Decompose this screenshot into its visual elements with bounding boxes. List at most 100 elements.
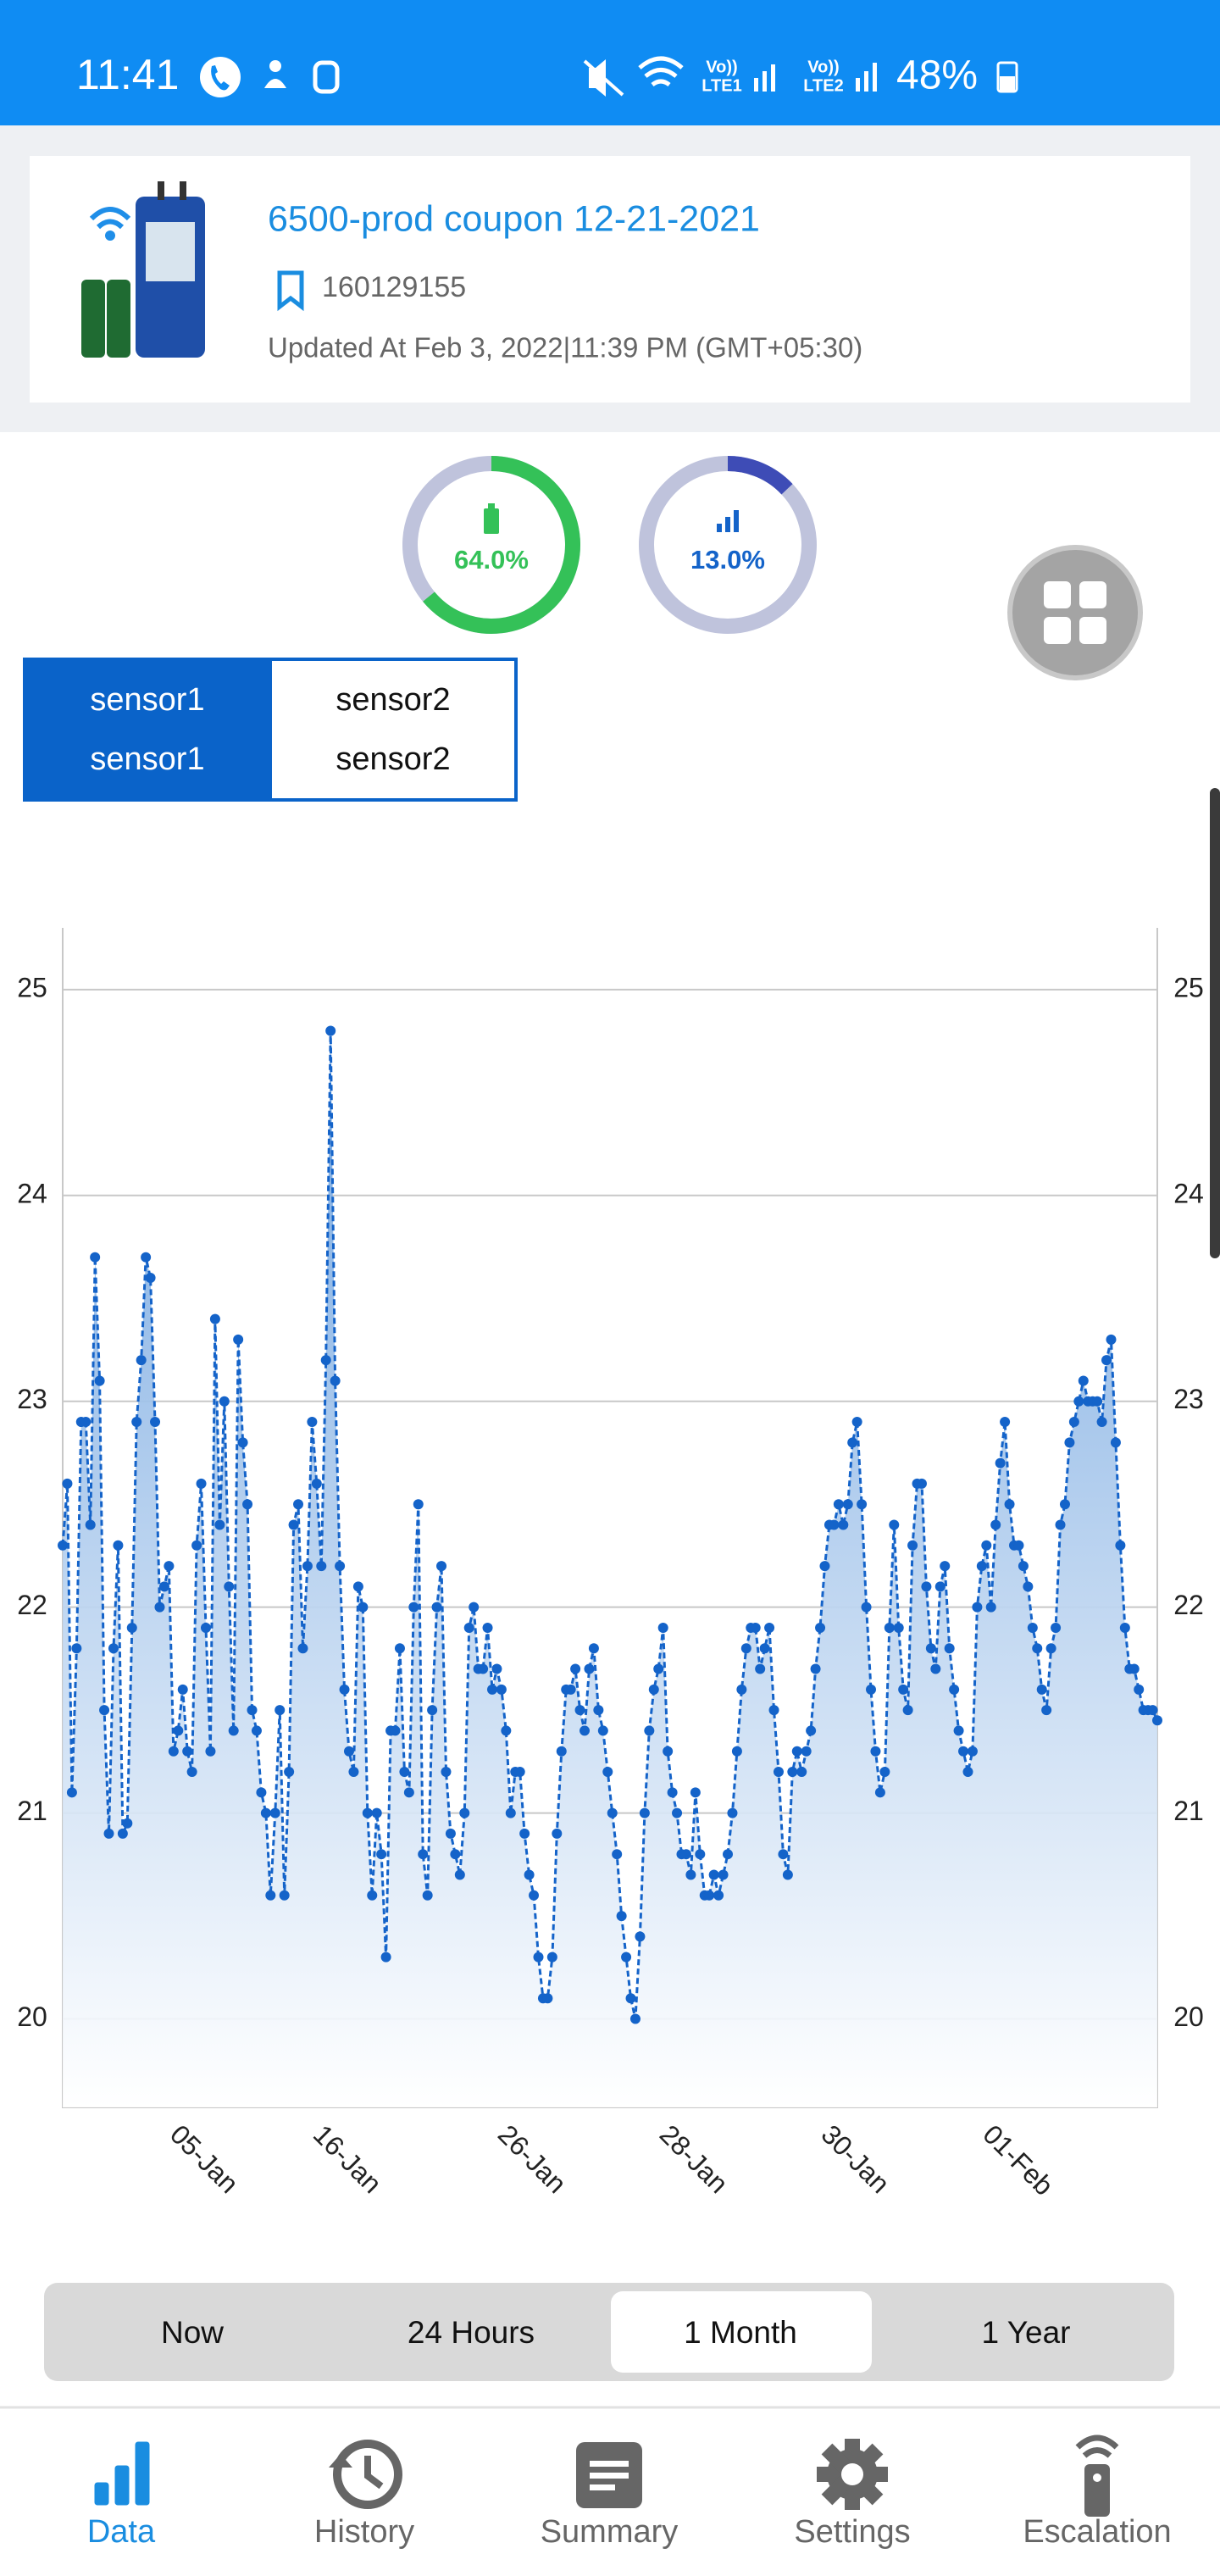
nav-label[interactable]: Data [87,2514,156,2550]
point [1045,1643,1056,1654]
range-options: Now 24 Hours 1 Month 1 Year [161,2291,1070,2373]
sim-top: Vo)) [706,58,737,76]
nav-items: Data History Summary Settings Escalation [87,2514,1172,2550]
gauge-arc [423,456,580,634]
point [1073,1396,1084,1407]
point [635,1931,646,1942]
point [644,1725,655,1736]
point [893,1622,904,1633]
point [879,1767,890,1778]
nav-label[interactable]: Summary [541,2514,679,2550]
y2-tick-label: 24 [1173,1178,1204,1208]
sensor-tab[interactable] [23,658,272,802]
point [1096,1417,1107,1428]
grid-button[interactable] [1007,545,1143,680]
point [1068,1417,1079,1428]
point [343,1746,354,1757]
point [505,1807,516,1818]
point [403,1787,414,1798]
point [866,1684,877,1695]
data-icon [94,2441,150,2506]
point [413,1499,424,1510]
point [542,1993,553,2004]
point [256,1787,267,1798]
point [441,1767,452,1778]
range-selector [44,2283,1174,2381]
range-selected[interactable] [611,2291,872,2373]
point [672,1807,683,1818]
point [861,1602,872,1613]
y-tick-label: 22 [17,1590,47,1620]
point [755,1663,766,1674]
point [90,1252,101,1263]
range-option[interactable]: 1 Month [684,2315,797,2350]
status-bar [0,0,1220,125]
point [902,1705,913,1716]
point [200,1622,211,1633]
point [778,1849,789,1860]
point [552,1828,563,1839]
point [972,1602,983,1613]
status-battery: 48% [896,53,978,98]
point [718,1869,729,1880]
point [408,1602,419,1613]
point [316,1561,327,1572]
point [1000,1417,1011,1428]
point [695,1849,706,1860]
x-tick-label: 30-Jan [816,2118,896,2199]
device-card [30,156,1190,402]
nav-label[interactable]: Escalation [1023,2514,1171,2550]
point [482,1622,493,1633]
point [976,1561,987,1572]
point [889,1519,900,1530]
point [186,1767,197,1778]
point [182,1746,193,1757]
point [819,1561,830,1572]
point [639,1807,650,1818]
range-option[interactable]: 1 Year [982,2315,1071,2350]
point [829,1519,840,1530]
summary-icon [576,2442,642,2508]
point [1064,1437,1075,1448]
nav-label[interactable]: Settings [794,2514,910,2550]
point [380,1951,391,1963]
point [279,1890,290,1901]
point [214,1519,225,1530]
point [833,1499,844,1510]
point [1134,1684,1145,1695]
y2-tick-label: 21 [1173,1796,1204,1826]
point [501,1725,512,1736]
point [71,1643,82,1654]
point [320,1355,331,1366]
point [94,1375,105,1386]
y2-tick-label: 25 [1173,972,1204,1002]
point [1078,1375,1089,1386]
nav-label[interactable]: History [314,2514,414,2550]
chart: 20 21 22 23 24 25 20 21 22 23 24 25 05-Jan 16-Jan 26-J… [17,928,1204,2201]
point [953,1725,964,1736]
point [367,1890,378,1901]
point [325,1025,336,1036]
sensor-tab-label: sensor2 [336,682,450,718]
range-option[interactable]: 24 Hours [408,2315,535,2350]
y-tick-label: 20 [17,2001,47,2032]
point [459,1807,470,1818]
sensor-tab[interactable] [269,658,518,802]
point [810,1663,821,1674]
signal-icon [717,510,739,532]
y2-tick-label: 23 [1173,1384,1204,1414]
point [921,1581,932,1592]
point [427,1705,438,1716]
point [815,1622,826,1633]
point [158,1581,169,1592]
point [352,1581,363,1592]
point [1147,1705,1158,1716]
point [358,1602,369,1613]
sim-bottom: LTE1 [702,76,741,95]
point [1036,1684,1047,1695]
point [168,1746,179,1757]
range-option[interactable]: Now [161,2315,224,2350]
point [916,1478,927,1489]
point [663,1746,674,1757]
